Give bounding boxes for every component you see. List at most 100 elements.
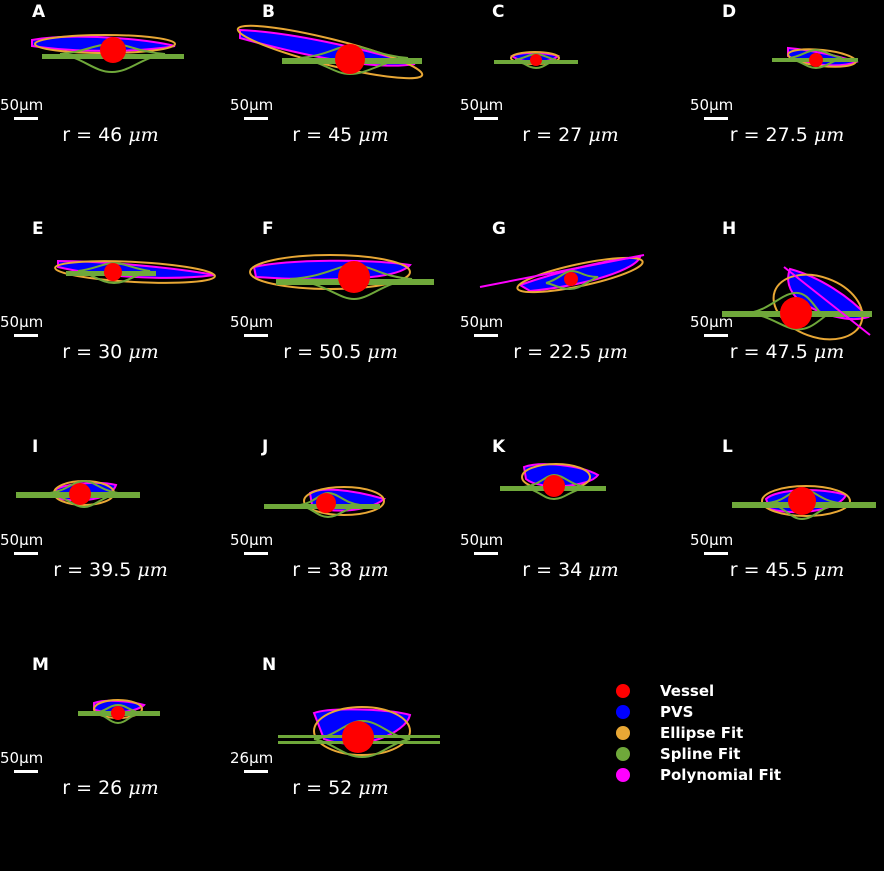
pvs-marker-icon (616, 705, 630, 719)
panel-c: C 50μm r = 27 μm (460, 0, 681, 218)
radius-label: r = 22.5 μm (513, 341, 628, 363)
vessel-cross-section (54, 259, 216, 285)
scale-bar-label: 50μm (230, 313, 274, 331)
vessel-cross-section (500, 463, 606, 501)
panel-letter: K (492, 437, 506, 457)
legend-label: Spline Fit (660, 745, 741, 763)
polynomial-fit-marker-icon (616, 768, 630, 782)
vessel-marker-icon (616, 684, 630, 698)
scale-bar-label: 50μm (0, 313, 44, 331)
radius-label: r = 45 μm (292, 124, 389, 146)
scale-bar-label: 50μm (0, 749, 44, 767)
panel-j: J 50μm r = 38 μm (230, 435, 451, 653)
panel-letter: E (32, 219, 44, 239)
vessel-cross-section (772, 46, 859, 70)
panel-letter: F (262, 219, 274, 239)
scale-bar (474, 334, 498, 337)
scale-bar (474, 117, 498, 120)
panel-letter: N (262, 655, 277, 675)
scale-bar (14, 117, 38, 120)
vessel-cross-section (278, 706, 440, 759)
panel-h: H 50μm r = 47.5 μm (690, 217, 884, 435)
scale-bar (244, 552, 268, 555)
panel-letter: A (32, 2, 46, 22)
vessel-cross-section (16, 479, 140, 509)
legend-label: Vessel (660, 682, 715, 700)
legend-item-spline-fit: Spline Fit (608, 743, 868, 764)
scale-bar-label: 50μm (690, 531, 734, 549)
scale-bar-label: 50μm (460, 313, 504, 331)
scale-bar (704, 117, 728, 120)
panel-letter: H (722, 219, 737, 239)
legend: Vessel PVS Ellipse Fit Spline Fit Polyno… (608, 680, 868, 785)
scale-bar-label: 50μm (0, 531, 44, 549)
panel-d: D 50μm r = 27.5 μm (690, 0, 884, 218)
vessel-cross-section (31, 34, 184, 74)
radius-label: r = 46 μm (62, 124, 159, 146)
panel-letter: M (32, 655, 49, 675)
legend-item-polynomial-fit: Polynomial Fit (608, 764, 868, 785)
scale-bar-label: 50μm (460, 96, 504, 114)
radius-label: r = 34 μm (522, 559, 619, 581)
vessel-cross-section (479, 254, 645, 294)
spline-fit-marker-icon (616, 747, 630, 761)
vessel-cross-section (722, 266, 872, 341)
scale-bar (14, 334, 38, 337)
panel-letter: D (722, 2, 737, 22)
scale-bar-label: 50μm (690, 96, 734, 114)
vessel-cross-section (249, 254, 434, 301)
radius-label: r = 50.5 μm (283, 341, 398, 363)
vessel-cross-section (236, 24, 424, 80)
radius-label: r = 26 μm (62, 777, 159, 799)
panel-l: L 50μm r = 45.5 μm (690, 435, 884, 653)
scale-bar (704, 552, 728, 555)
scale-bar-label: 50μm (460, 531, 504, 549)
legend-label: Ellipse Fit (660, 724, 744, 742)
scale-bar (14, 770, 38, 773)
vessel-cross-section (732, 485, 876, 521)
panel-letter: C (492, 2, 505, 22)
scale-bar-label: 26μm (230, 749, 274, 767)
panel-f: F 50μm r = 50.5 μm (230, 217, 451, 435)
radius-label: r = 45.5 μm (729, 559, 845, 581)
legend-label: Polynomial Fit (660, 766, 782, 784)
legend-item-pvs: PVS (608, 701, 868, 722)
vessel-cross-section (78, 699, 160, 725)
panel-b: B 50μm r = 45 μm (230, 0, 451, 218)
panel-i: I 50μm r = 39.5 μm (0, 435, 221, 653)
scale-bar-label: 50μm (690, 313, 734, 331)
scale-bar (244, 117, 268, 120)
vessel-cross-section (494, 51, 578, 70)
panel-letter: J (262, 437, 269, 457)
panel-e: E 50μm r = 30 μm (0, 217, 221, 435)
scale-bar (14, 552, 38, 555)
scale-bar (244, 334, 268, 337)
scale-bar-label: 50μm (230, 531, 274, 549)
radius-label: r = 30 μm (62, 341, 159, 363)
radius-label: r = 38 μm (292, 559, 389, 581)
radius-label: r = 27.5 μm (729, 124, 845, 146)
panel-letter: G (492, 219, 506, 239)
scale-bar-label: 50μm (0, 96, 44, 114)
panel-m: M 50μm r = 26 μm (0, 653, 221, 871)
radius-label: r = 39.5 μm (53, 559, 168, 581)
panel-g: G 50μm r = 22.5 μm (460, 217, 681, 435)
panel-letter: I (32, 437, 39, 457)
radius-label: r = 27 μm (522, 124, 619, 146)
panel-a: A 50μm r = 46 μm (0, 0, 221, 218)
radius-label: r = 52 μm (292, 777, 389, 799)
legend-item-ellipse-fit: Ellipse Fit (608, 722, 868, 743)
scale-bar (704, 334, 728, 337)
panel-k: K 50μm r = 34 μm (460, 435, 681, 653)
legend-label: PVS (660, 703, 694, 721)
vessel-cross-section (264, 486, 387, 519)
panel-letter: L (722, 437, 733, 457)
panel-letter: B (262, 2, 275, 22)
scale-bar (244, 770, 268, 773)
radius-label: r = 47.5 μm (729, 341, 845, 363)
scale-bar (474, 552, 498, 555)
ellipse-fit-marker-icon (616, 726, 630, 740)
panel-n: N 26μm r = 52 μm (230, 653, 451, 871)
legend-item-vessel: Vessel (608, 680, 868, 701)
scale-bar-label: 50μm (230, 96, 274, 114)
